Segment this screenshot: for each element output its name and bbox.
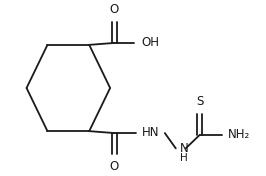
Text: NH₂: NH₂ bbox=[227, 128, 250, 142]
Text: H: H bbox=[180, 153, 188, 163]
Text: OH: OH bbox=[141, 36, 159, 49]
Text: O: O bbox=[110, 3, 119, 16]
Text: S: S bbox=[196, 95, 203, 108]
Text: O: O bbox=[110, 160, 119, 173]
Text: HN: HN bbox=[142, 126, 159, 139]
Text: N: N bbox=[180, 142, 189, 155]
